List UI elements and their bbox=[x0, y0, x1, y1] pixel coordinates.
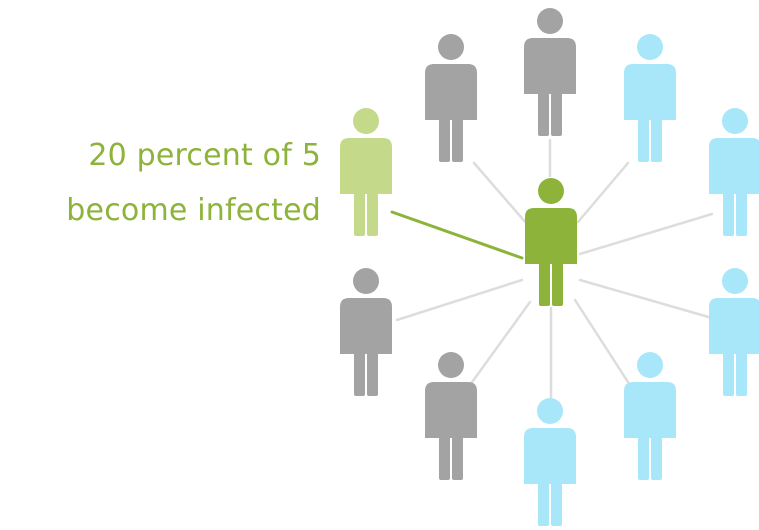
person-icon-center bbox=[525, 178, 577, 306]
person-icon-gray-top-left bbox=[425, 34, 477, 162]
connections bbox=[390, 138, 714, 399]
connection-line-gray-bottom-left bbox=[468, 300, 532, 387]
people-figures bbox=[340, 8, 759, 526]
connection-line-blue-top-right bbox=[576, 161, 630, 224]
connection-line-gray-left bbox=[395, 278, 524, 322]
person-icon-infected bbox=[340, 108, 392, 236]
connection-line-blue-lower-right bbox=[578, 278, 714, 320]
person-icon-blue-bottom-right bbox=[624, 352, 676, 480]
person-icon-blue-lower-right bbox=[709, 268, 759, 396]
person-icon-gray-left bbox=[340, 268, 392, 396]
person-icon-blue-right bbox=[709, 108, 759, 236]
person-icon-gray-top bbox=[524, 8, 576, 136]
connection-line-blue-right bbox=[578, 212, 714, 256]
caption-line-2: become infected bbox=[66, 193, 321, 228]
connection-line-infected bbox=[390, 210, 524, 260]
connection-line-blue-bottom-right bbox=[573, 298, 630, 384]
person-icon-blue-bottom bbox=[524, 398, 576, 526]
person-icon-blue-top-right bbox=[624, 34, 676, 162]
caption-line-1: 20 percent of 5 bbox=[88, 138, 321, 173]
connection-line-gray-top-left bbox=[472, 161, 529, 226]
person-icon-gray-bottom-left bbox=[425, 352, 477, 480]
